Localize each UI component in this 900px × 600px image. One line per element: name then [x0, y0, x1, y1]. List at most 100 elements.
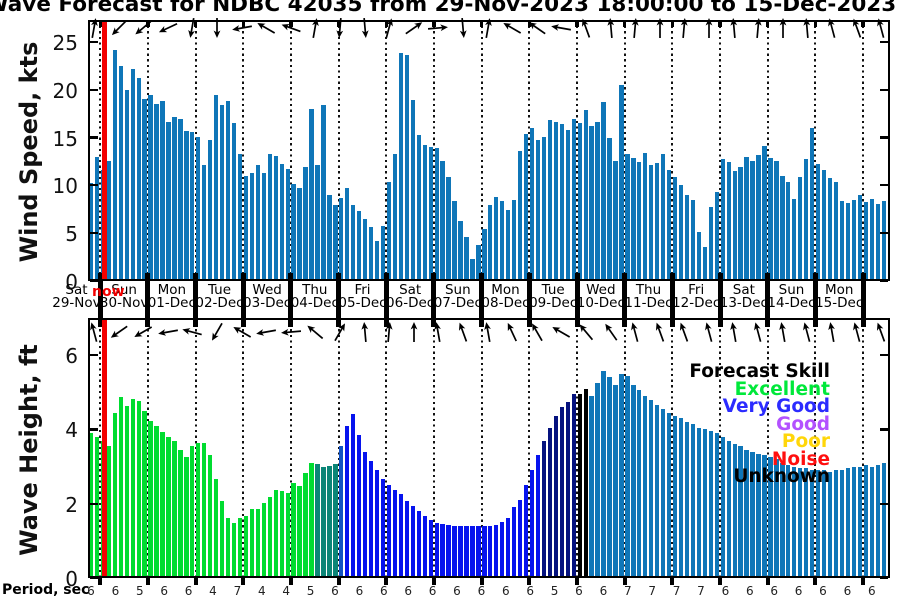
wind-bar	[267, 153, 272, 281]
wave-direction-arrow-icon	[127, 316, 160, 349]
wind-direction-arrow-icon	[721, 15, 747, 41]
wave-bar	[297, 486, 302, 578]
day-gridline	[99, 20, 102, 281]
wave-bar	[422, 516, 427, 578]
wind-bar	[500, 200, 505, 281]
day-label-line: Mon	[491, 282, 520, 298]
wave-bar	[798, 468, 803, 578]
wind-bar	[845, 202, 851, 281]
now-label: now	[92, 284, 125, 300]
wind-bar	[422, 145, 427, 281]
wave-direction-arrow-icon	[594, 315, 627, 348]
day-tick-bottom	[718, 578, 722, 585]
wave-bar	[202, 443, 207, 578]
period-value: 7	[672, 584, 681, 598]
wind-bar	[440, 161, 445, 281]
wind-bar	[357, 211, 362, 281]
wave-bar	[160, 432, 165, 578]
day-label-line: Sun	[778, 282, 805, 298]
wave-bar	[529, 470, 535, 578]
wave-bar	[512, 507, 517, 578]
day-label: Wed 03-Dec	[232, 283, 302, 310]
wind-bar	[464, 237, 469, 281]
wind-bar	[148, 94, 153, 281]
wind-bar	[857, 194, 862, 281]
wave-bar	[345, 425, 350, 578]
wind-bar	[577, 123, 582, 281]
wind-bar	[452, 200, 457, 281]
day-gridline	[814, 20, 817, 281]
wave-bar	[172, 441, 177, 578]
period-value: 4	[282, 584, 290, 598]
day-label-line: 10-Dec	[576, 295, 625, 311]
wave-ytick-label: 0	[65, 567, 78, 591]
wind-bar	[875, 203, 880, 281]
wind-bar	[374, 240, 380, 281]
wave-bar	[267, 497, 272, 578]
wave-bar	[732, 444, 737, 578]
wave-direction-arrow-icon	[448, 317, 479, 348]
legend-item-noise: Noise	[771, 448, 830, 470]
wave-bar	[368, 460, 374, 578]
wind-bar	[446, 176, 451, 281]
day-label: Sun 07-Dec	[423, 283, 493, 310]
day-gridline	[337, 318, 340, 578]
wave-bar	[321, 466, 326, 578]
day-gridline	[242, 20, 245, 281]
wave-bar	[428, 520, 433, 578]
wave-bar	[482, 526, 487, 578]
wind-bar	[559, 124, 564, 281]
wave-ytick-mark	[90, 502, 98, 505]
wave-bar	[392, 489, 398, 578]
wind-bar	[881, 200, 886, 281]
wave-bar	[696, 427, 702, 578]
day-tick-top	[813, 20, 818, 27]
wave-bar	[750, 451, 755, 578]
wave-bar	[184, 456, 189, 578]
wind-bar	[780, 175, 785, 281]
wind-direction-arrow-icon	[301, 14, 329, 42]
day-label: Wed 10-Dec	[566, 283, 636, 311]
day-tick-top	[432, 20, 436, 27]
day-label: Tue 09-Dec	[518, 283, 588, 310]
day-gridline	[337, 20, 340, 281]
wind-bar	[124, 89, 129, 281]
day-label-line: Sat	[732, 282, 755, 298]
day-label: Mon 01-Dec	[137, 283, 207, 310]
day-label: Sun 14-Dec	[757, 282, 827, 310]
wind-ytick-label: 15	[52, 126, 78, 151]
wind-direction-arrow-icon	[425, 15, 451, 41]
wind-bar	[482, 229, 487, 281]
wave-direction-arrow-icon	[102, 315, 135, 348]
day-tick-top	[384, 20, 389, 27]
wave-bar	[577, 394, 582, 578]
wind-direction-arrow-icon	[520, 11, 553, 44]
wave-bar	[666, 412, 672, 578]
wave-direction-arrow-icon	[154, 318, 182, 346]
wind-bar	[720, 158, 725, 281]
wind-bar	[810, 128, 815, 281]
wave-bar	[303, 472, 308, 578]
wave-ytick-mark	[880, 428, 888, 431]
wave-bar	[833, 470, 839, 578]
day-separator	[526, 273, 532, 327]
wind-bar	[553, 122, 559, 281]
wind-bar	[261, 172, 266, 281]
wind-bar	[118, 65, 123, 281]
wind-direction-arrow-icon	[841, 13, 872, 44]
period-value: 6	[87, 584, 95, 598]
day-gridline	[623, 318, 626, 578]
period-value: 5	[306, 584, 315, 598]
period-value: 7	[648, 584, 656, 598]
period-value: 5	[550, 584, 559, 598]
wind-ytick-label: 25	[52, 30, 78, 55]
wind-bar	[303, 167, 308, 281]
wave-bar	[851, 466, 857, 578]
wave-bar	[333, 463, 338, 578]
day-tick-top	[289, 20, 293, 27]
wave-bar	[291, 482, 296, 578]
wind-bar	[237, 153, 243, 281]
day-tick-top	[765, 20, 770, 27]
period-value: 6	[745, 584, 754, 598]
